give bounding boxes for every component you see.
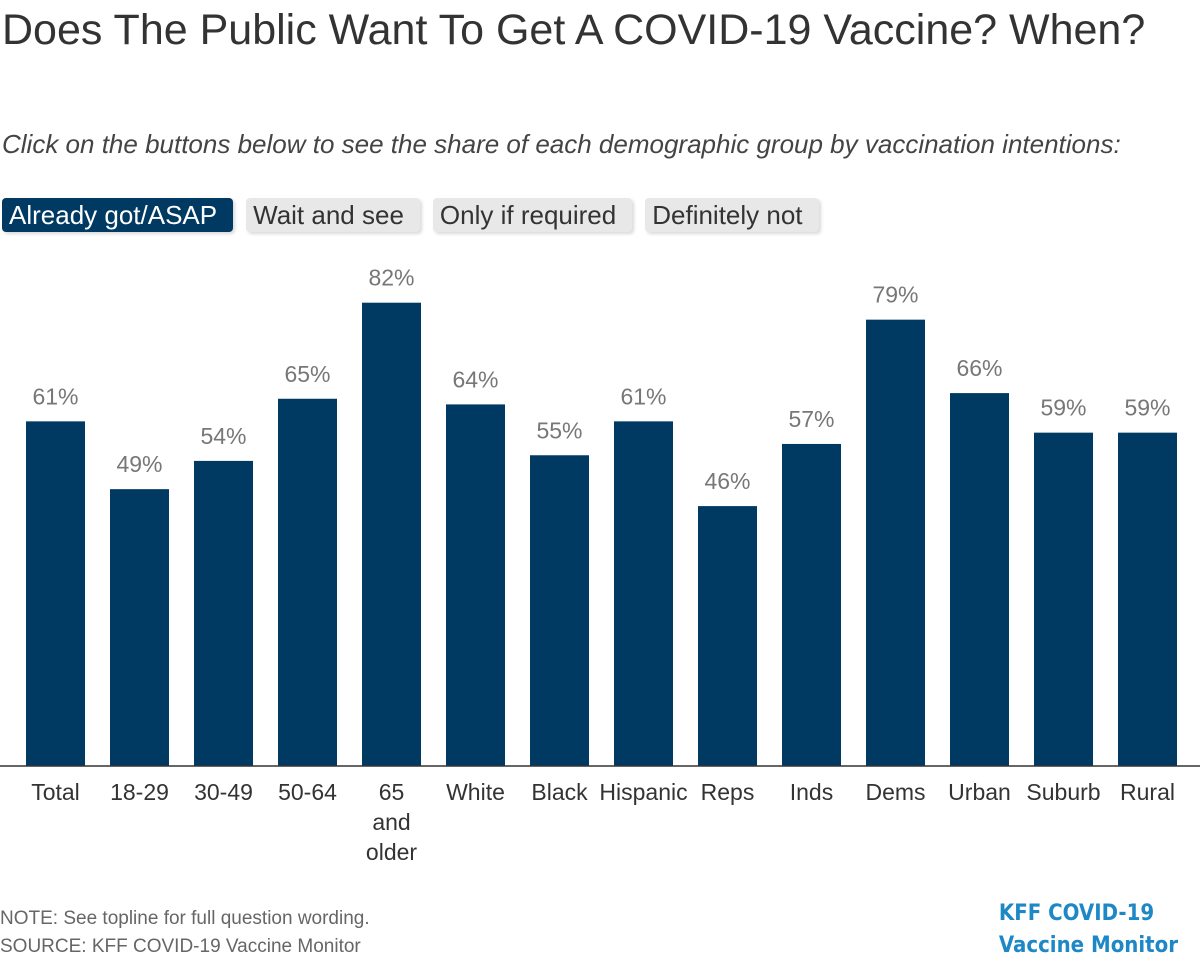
bar-8: [614, 421, 673, 766]
category-label-3: 30-49: [194, 779, 253, 805]
category-label-13: Suburb: [1026, 779, 1100, 805]
bar-chart: 61% Total 49% 18-29 54% 30-49 65% 50-64 82% 65 and…: [0, 265, 1200, 865]
bar-13: [1034, 432, 1093, 766]
bar-10: [782, 443, 841, 766]
data-label-11: 79%: [872, 282, 918, 308]
category-label-1: Total: [31, 779, 80, 805]
definitely-not-button[interactable]: Definitely not: [645, 198, 819, 232]
bar-5: [362, 302, 421, 766]
footer-notes: NOTE: See topline for full question word…: [0, 905, 370, 961]
category-label-4: 50-64: [278, 779, 337, 805]
bar-12: [950, 393, 1009, 766]
data-label-10: 57%: [788, 406, 834, 432]
category-label-10: Inds: [790, 779, 833, 805]
data-label-9: 46%: [704, 468, 750, 494]
logo-line-2: Vaccine Monitor: [998, 933, 1178, 958]
category-label-11: Dems: [865, 779, 925, 805]
data-label-13: 59%: [1040, 395, 1086, 421]
bar-11: [866, 319, 925, 766]
bar-9: [698, 506, 757, 766]
bar-2: [110, 489, 169, 766]
bar-3: [194, 460, 253, 766]
category-label-12: Urban: [948, 779, 1011, 805]
footer-note: NOTE: See topline for full question word…: [0, 908, 370, 929]
data-label-7: 55%: [536, 417, 582, 443]
intention-button-group: Already got/ASAP Wait and see Only if re…: [2, 198, 819, 232]
category-label-9: Reps: [701, 779, 755, 805]
category-label-14: Rural: [1120, 779, 1175, 805]
already-got-asap-button[interactable]: Already got/ASAP: [2, 198, 234, 232]
data-label-8: 61%: [620, 383, 666, 409]
data-label-1: 61%: [32, 383, 78, 409]
data-label-4: 65%: [284, 361, 330, 387]
category-label-5: 65 and older: [366, 779, 417, 865]
bar-1: [26, 421, 85, 766]
bar-14: [1118, 432, 1177, 766]
logo-line-1: KFF COVID-19: [998, 901, 1155, 926]
bar-6: [446, 404, 505, 766]
data-label-6: 64%: [452, 366, 498, 392]
bar-4: [278, 398, 337, 766]
data-label-14: 59%: [1124, 395, 1170, 421]
data-label-5: 82%: [368, 265, 414, 291]
data-label-3: 54%: [200, 423, 246, 449]
chart-title: Does The Public Want To Get A COVID-19 V…: [2, 6, 1146, 54]
category-label-8: Hispanic: [599, 779, 687, 805]
bar-7: [530, 455, 589, 766]
category-label-7: Black: [531, 779, 588, 805]
category-label-2: 18-29: [110, 779, 169, 805]
footer-source: SOURCE: KFF COVID-19 Vaccine Monitor: [0, 936, 361, 957]
category-label-6: White: [446, 779, 505, 805]
data-label-2: 49%: [116, 451, 162, 477]
wait-and-see-button[interactable]: Wait and see: [246, 198, 420, 232]
chart-subtitle: Click on the buttons below to see the sh…: [2, 129, 1121, 159]
kff-logo: KFF COVID-19 Vaccine Monitor: [999, 898, 1178, 962]
only-if-required-button[interactable]: Only if required: [432, 198, 633, 232]
data-label-12: 66%: [956, 355, 1002, 381]
